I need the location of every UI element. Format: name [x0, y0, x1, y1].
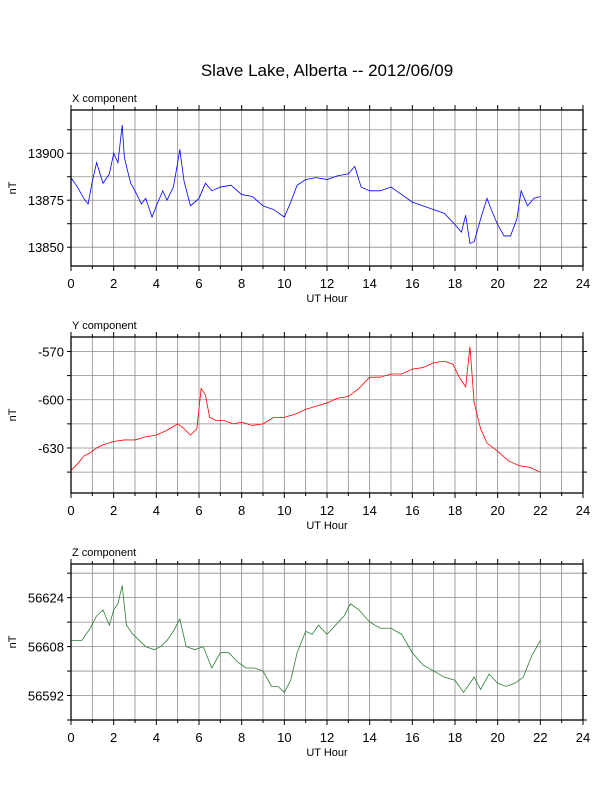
x-tick-label: 8 — [238, 730, 245, 745]
series-line — [70, 124, 541, 245]
panel-label: Z component — [72, 547, 136, 559]
x-tick-label: 20 — [490, 503, 504, 518]
y-axis-title: nT — [7, 635, 19, 648]
x-tick-label: 10 — [277, 730, 291, 745]
y-tick-label: -630 — [38, 441, 64, 456]
x-tick-label: 6 — [195, 276, 202, 291]
y-axis-title: nT — [7, 181, 19, 194]
series-line — [70, 346, 541, 473]
panel-label: Y component — [72, 320, 137, 332]
x-tick-label: 18 — [448, 730, 462, 745]
series-line — [71, 585, 541, 694]
x-tick-label: 4 — [153, 503, 160, 518]
x-tick-label: 4 — [153, 730, 160, 745]
x-axis-title: UT Hour — [306, 293, 348, 305]
y-tick-label: 13900 — [28, 146, 64, 161]
x-tick-label: 2 — [110, 276, 117, 291]
chart-title: Slave Lake, Alberta -- 2012/06/09 — [201, 61, 453, 80]
x-axis-title: UT Hour — [306, 520, 348, 532]
x-tick-label: 0 — [67, 503, 74, 518]
x-tick-label: 0 — [67, 276, 74, 291]
x-tick-label: 2 — [110, 503, 117, 518]
x-tick-label: 18 — [448, 503, 462, 518]
x-tick-label: 18 — [448, 276, 462, 291]
x-tick-label: 24 — [576, 730, 590, 745]
x-tick-label: 12 — [320, 276, 334, 291]
x-axis-title: UT Hour — [306, 747, 348, 759]
x-tick-label: 16 — [405, 276, 419, 291]
x-tick-label: 20 — [490, 276, 504, 291]
x-tick-label: 16 — [405, 503, 419, 518]
y-tick-label: -570 — [38, 344, 64, 359]
x-tick-label: 10 — [277, 503, 291, 518]
x-tick-label: 22 — [533, 730, 547, 745]
y-tick-label: 13850 — [28, 240, 64, 255]
y-axis-title: nT — [7, 408, 19, 421]
y-tick-label: 56608 — [28, 640, 64, 655]
x-tick-label: 12 — [320, 730, 334, 745]
x-tick-label: 14 — [362, 503, 376, 518]
x-tick-label: 20 — [490, 730, 504, 745]
x-tick-label: 2 — [110, 730, 117, 745]
x-tick-label: 16 — [405, 730, 419, 745]
y-tick-label: -600 — [38, 393, 64, 408]
y-tick-label: 56624 — [28, 591, 64, 606]
x-tick-label: 14 — [362, 276, 376, 291]
x-tick-label: 24 — [576, 276, 590, 291]
x-tick-label: 12 — [320, 503, 334, 518]
x-tick-label: 8 — [238, 503, 245, 518]
y-tick-label: 13875 — [28, 193, 64, 208]
x-tick-label: 24 — [576, 503, 590, 518]
x-tick-label: 22 — [533, 503, 547, 518]
x-tick-label: 4 — [153, 276, 160, 291]
x-tick-label: 8 — [238, 276, 245, 291]
panel-label: X component — [72, 93, 137, 105]
x-tick-label: 22 — [533, 276, 547, 291]
x-tick-label: 0 — [67, 730, 74, 745]
x-tick-label: 6 — [195, 730, 202, 745]
x-tick-label: 10 — [277, 276, 291, 291]
x-tick-label: 6 — [195, 503, 202, 518]
x-tick-label: 14 — [362, 730, 376, 745]
y-tick-label: 56592 — [28, 689, 64, 704]
